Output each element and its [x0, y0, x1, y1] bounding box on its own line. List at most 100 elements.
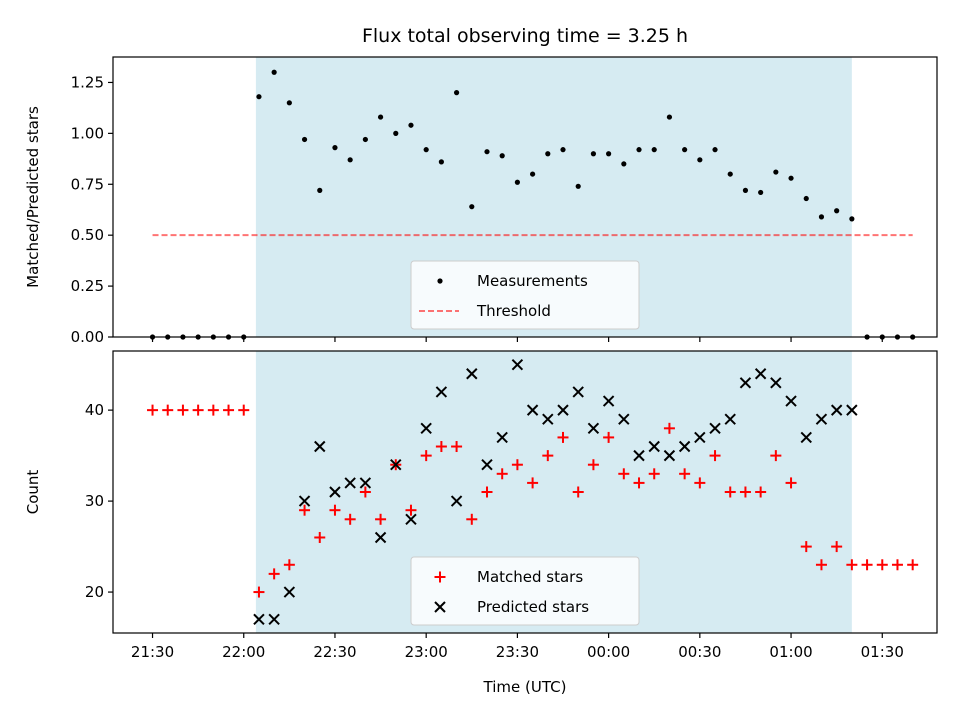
predicted-star-point	[420, 422, 432, 435]
predicted-star-point	[298, 495, 311, 507]
matched-star-point	[603, 431, 615, 443]
measurement-point	[438, 159, 444, 165]
predicted-star-point	[754, 368, 767, 380]
predicted-star-point	[618, 413, 630, 425]
x-tick-label: 23:30	[496, 643, 539, 661]
matched-star-point	[572, 486, 584, 498]
measurement-point	[590, 151, 597, 157]
matched-star-point	[891, 559, 903, 571]
measurement-point	[484, 149, 490, 155]
predicted-star-point	[800, 431, 812, 444]
matched-star-point	[451, 441, 463, 453]
predicted-star-point	[785, 395, 797, 407]
matched-star-point	[831, 541, 843, 553]
predicted-star-point	[268, 613, 280, 626]
matched-star-point	[177, 404, 189, 416]
predicted-star-point	[329, 486, 341, 498]
matched-star-point	[329, 504, 341, 516]
measurement-point	[530, 171, 536, 177]
measurement-point	[301, 136, 308, 143]
matched-star-point	[435, 441, 447, 453]
measurement-point	[317, 187, 323, 193]
matched-star-point	[375, 513, 387, 525]
matched-star-point	[420, 450, 432, 462]
bottom-panel-legend: Matched stars Predicted stars	[410, 556, 640, 626]
matched-star-point	[907, 559, 919, 571]
predicted-star-point	[405, 513, 417, 525]
predicted-star-point	[678, 440, 691, 453]
predicted-star-point	[253, 613, 265, 626]
matched-star-point	[207, 404, 219, 416]
predicted-star-point	[709, 422, 721, 435]
matched-star-point	[739, 486, 751, 498]
x-tick-label: 00:00	[587, 643, 630, 661]
matched-star-point	[405, 504, 417, 516]
matched-star-point	[466, 513, 478, 525]
y-tick-label: 0.25	[71, 277, 104, 295]
legend-label-predicted-stars: Predicted stars	[477, 598, 589, 616]
predicted-star-point	[374, 531, 387, 544]
measurement-point	[545, 151, 551, 157]
matched-star-point	[679, 468, 691, 480]
top-panel: 0.00 0.25 0.50 0.75 1.00 1.25 Matched/Predict…	[24, 56, 938, 346]
matched-star-point	[268, 568, 280, 580]
bottom-panel-y-ticks: 20 30 40	[85, 401, 113, 601]
matched-star-point	[147, 404, 159, 416]
legend-label-matched-stars: Matched stars	[477, 568, 583, 586]
measurement-point	[499, 153, 505, 159]
measurement-point	[682, 147, 688, 153]
matched-star-point	[800, 541, 812, 553]
matched-star-point	[496, 468, 508, 480]
measurement-point	[621, 161, 627, 167]
predicted-star-point	[526, 404, 539, 416]
measurement-point	[788, 175, 794, 181]
matched-star-point	[344, 513, 356, 525]
matched-star-point	[557, 431, 569, 443]
measurement-point	[377, 114, 384, 120]
x-tick-label: 01:30	[861, 643, 904, 661]
matched-star-point	[587, 459, 599, 471]
measurement-point	[849, 216, 855, 222]
predicted-star-point	[435, 386, 448, 398]
predicted-star-point	[587, 422, 600, 435]
predicted-star-point	[314, 440, 326, 453]
measurement-point	[256, 94, 262, 100]
predicted-star-point	[496, 431, 508, 444]
matched-star-point	[755, 486, 767, 498]
bottom-panel-frame	[112, 350, 938, 634]
x-tick-label: 23:00	[405, 643, 448, 661]
matched-star-point	[162, 404, 174, 416]
measurement-point	[514, 179, 520, 185]
matched-star-point	[192, 404, 204, 416]
matched-star-point	[542, 450, 554, 462]
matched-star-point	[724, 486, 736, 498]
measurement-point	[286, 100, 292, 106]
measurement-point	[408, 122, 414, 128]
matched-star-point	[663, 422, 675, 434]
predicted-star-point	[511, 358, 524, 371]
predicted-star-point	[724, 413, 736, 425]
y-tick-label: 20	[85, 583, 104, 601]
measurement-point	[575, 183, 581, 189]
measurement-point	[758, 189, 764, 196]
predicted-star-point	[283, 586, 296, 598]
top-panel-y-axis-label: Matched/Predicted stars	[24, 106, 42, 288]
matched-star-point	[618, 468, 630, 480]
x-tick-label: 22:30	[313, 643, 356, 661]
measurement-point	[773, 169, 779, 175]
matched-star-point	[223, 404, 235, 416]
y-tick-label: 30	[85, 492, 104, 510]
predicted-star-point	[390, 459, 402, 471]
legend-dot-marker	[437, 278, 443, 284]
predicted-star-point	[359, 477, 372, 489]
matched-star-point	[299, 504, 311, 516]
x-tick-label: 00:30	[678, 643, 721, 661]
y-tick-label: 0.75	[71, 175, 104, 193]
chart-title: Flux total observing time = 3.25 h	[362, 25, 688, 47]
legend-plus-glyph	[434, 571, 446, 583]
matched-star-point	[846, 559, 858, 571]
measurement-point	[697, 157, 703, 163]
matched-star-point	[709, 450, 721, 462]
measurement-point	[332, 145, 338, 151]
